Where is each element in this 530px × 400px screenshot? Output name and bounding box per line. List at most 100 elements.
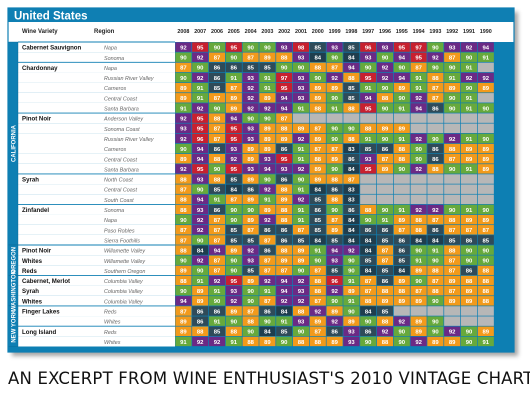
score-value: 93	[180, 127, 187, 133]
score-value: 89	[449, 86, 456, 92]
score-value: 92	[483, 76, 490, 82]
score-cell	[208, 42, 226, 52]
score-value: 85	[348, 96, 355, 102]
score-value: 92	[197, 106, 204, 112]
region-label: Napa	[104, 218, 117, 224]
score-cell	[376, 336, 394, 347]
score-cell	[192, 143, 209, 154]
score-value: 87	[180, 228, 187, 234]
score-cell	[343, 93, 360, 103]
score-cell	[460, 326, 478, 336]
score-value: 92	[432, 56, 439, 62]
score-cell	[175, 123, 192, 133]
score-cell	[208, 336, 226, 347]
score-value: 90	[197, 188, 204, 194]
score-cell	[208, 214, 226, 225]
score-value: 90	[331, 96, 338, 102]
score-value: 89	[466, 289, 473, 295]
score-value: 91	[466, 96, 473, 102]
score-value: 88	[449, 248, 456, 254]
region-label: North Coast	[104, 178, 133, 184]
score-cell	[208, 143, 226, 154]
score-cell	[477, 255, 494, 265]
score-cell	[225, 245, 242, 255]
score-value: 90	[466, 259, 473, 265]
row-label-bg	[18, 113, 175, 124]
score-value: 89	[483, 86, 490, 92]
score-value: 89	[180, 86, 187, 92]
score-cell	[292, 336, 310, 347]
score-cell	[208, 275, 226, 286]
score-cell	[292, 225, 310, 235]
score-value: 89	[315, 96, 322, 102]
score-cell	[376, 123, 394, 133]
score-value: 84	[231, 188, 238, 194]
region-label: Central Coast	[104, 96, 137, 102]
score-cell	[393, 164, 410, 174]
region-label: Reds	[104, 330, 117, 336]
score-value: 92	[298, 137, 305, 143]
score-value: 89	[466, 147, 473, 153]
score-value: 91	[231, 76, 238, 82]
score-value: 93	[382, 45, 389, 51]
score-cell	[326, 143, 343, 154]
score-value: 89	[399, 218, 406, 224]
score-cell	[343, 306, 360, 316]
score-cell	[242, 214, 259, 225]
score-cell	[360, 235, 377, 245]
score-value: 93	[348, 340, 355, 346]
score-value: 88	[315, 157, 322, 163]
score-cell	[309, 93, 326, 103]
score-cell	[309, 184, 326, 194]
score-cell	[410, 164, 427, 174]
score-value: 90	[298, 177, 305, 183]
score-value: 85	[214, 188, 221, 194]
score-value: 92	[197, 218, 204, 224]
score-value: 88	[399, 147, 406, 153]
row-label-bg	[18, 305, 175, 317]
score-value: 88	[180, 279, 187, 285]
score-value: 89	[315, 137, 322, 143]
score-value: 92	[432, 208, 439, 214]
score-value: 89	[449, 299, 456, 305]
score-cell	[376, 255, 394, 265]
score-value: 89	[180, 157, 187, 163]
score-cell	[460, 204, 478, 215]
year-header: 2005	[228, 29, 240, 35]
score-cell	[326, 235, 343, 245]
score-cell	[276, 245, 293, 255]
score-value: 85	[348, 86, 355, 92]
row-label-bg	[18, 194, 175, 205]
score-value: 94	[415, 106, 422, 112]
score-value: 93	[197, 208, 204, 214]
variety-label: Cabernet Sauvignon	[22, 45, 82, 52]
score-value: 92	[180, 137, 187, 143]
year-header: 2007	[194, 29, 206, 35]
region-label: Napa	[104, 46, 117, 52]
score-cell	[175, 174, 192, 184]
score-value: 85	[315, 228, 322, 234]
score-value: 90	[247, 299, 254, 305]
score-cell	[259, 103, 276, 113]
score-cell	[242, 296, 259, 306]
score-cell	[360, 245, 377, 255]
variety-label: Cabernet, Merlot	[22, 278, 70, 285]
score-cell	[393, 184, 410, 194]
score-cell	[276, 275, 293, 286]
score-value: 87	[483, 228, 490, 234]
score-cell	[477, 82, 494, 93]
score-value: 90	[331, 56, 338, 62]
score-cell	[410, 214, 427, 225]
score-value: 93	[247, 167, 254, 173]
score-cell	[225, 174, 242, 184]
score-cell	[360, 52, 377, 62]
score-cell	[326, 265, 343, 276]
region-label: Carneros	[104, 86, 126, 92]
score-cell	[242, 275, 259, 286]
score-cell	[410, 62, 427, 73]
score-cell	[410, 174, 427, 184]
score-cell	[360, 265, 377, 276]
score-cell	[343, 225, 360, 235]
year-header: 2001	[295, 29, 307, 35]
